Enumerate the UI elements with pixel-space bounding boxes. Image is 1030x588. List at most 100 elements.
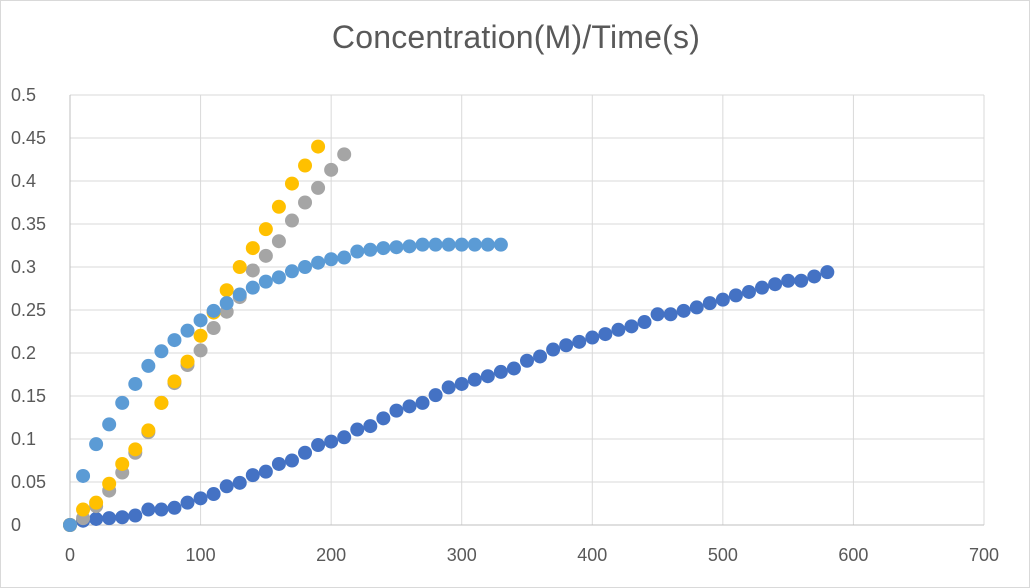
data-point (768, 277, 783, 292)
data-point (454, 237, 469, 252)
y-tick-label: 0.3 (11, 257, 36, 277)
data-point (298, 445, 313, 460)
y-tick-label: 0.15 (11, 386, 46, 406)
data-point (441, 380, 456, 395)
data-point (311, 180, 326, 195)
data-point (219, 479, 234, 494)
data-point (180, 354, 195, 369)
data-point (376, 241, 391, 256)
x-tick-label: 500 (708, 545, 738, 565)
data-point (480, 369, 495, 384)
y-tick-label: 0.45 (11, 128, 46, 148)
data-point (141, 502, 156, 517)
data-point (89, 495, 104, 510)
data-point (350, 244, 365, 259)
data-point (794, 273, 809, 288)
data-point (193, 328, 208, 343)
data-point (128, 376, 143, 391)
y-tick-label: 0.5 (11, 85, 36, 105)
data-point (102, 511, 117, 526)
data-point (141, 358, 156, 373)
x-tick-label: 200 (316, 545, 346, 565)
data-point (702, 296, 717, 311)
data-point (807, 269, 822, 284)
data-point (219, 296, 234, 311)
data-point (298, 260, 313, 274)
x-tick-label: 600 (838, 545, 868, 565)
data-point (676, 303, 691, 318)
data-point (63, 518, 77, 532)
data-point (441, 237, 456, 252)
data-point (428, 388, 443, 403)
data-point (154, 502, 169, 517)
data-point (271, 234, 286, 249)
y-tick-label: 0.2 (11, 343, 36, 363)
data-point (520, 353, 534, 368)
data-point (415, 395, 430, 410)
data-point (206, 487, 221, 502)
data-point (311, 139, 326, 154)
data-point (311, 438, 326, 453)
data-point (715, 292, 730, 307)
data-point (271, 456, 286, 471)
data-point (167, 500, 182, 515)
data-point (193, 313, 208, 328)
data-point (506, 361, 521, 376)
data-point (337, 250, 352, 265)
data-point (689, 300, 704, 315)
data-point (572, 334, 587, 349)
data-point (245, 280, 260, 295)
data-point (102, 417, 117, 432)
data-point (258, 222, 273, 237)
data-point (258, 274, 273, 289)
data-point (89, 437, 104, 452)
data-point (298, 158, 313, 173)
data-point (245, 468, 260, 483)
data-point (180, 323, 195, 338)
data-point (728, 288, 743, 303)
data-point (663, 307, 678, 322)
data-point (467, 372, 482, 387)
series-1 (63, 265, 835, 532)
data-point (180, 495, 195, 510)
data-point (493, 237, 508, 252)
y-tick-label: 0.35 (11, 214, 46, 234)
data-point (298, 195, 313, 210)
data-point (258, 464, 273, 479)
data-point (611, 322, 626, 337)
data-point (76, 468, 91, 483)
data-point (402, 239, 417, 254)
data-point (350, 422, 365, 437)
y-tick-label: 0.1 (11, 429, 36, 449)
data-point (467, 237, 482, 252)
data-point (389, 403, 404, 418)
data-point (363, 242, 378, 257)
x-tick-label: 300 (447, 545, 477, 565)
data-point (115, 510, 130, 525)
data-point (271, 270, 286, 285)
x-tick-label: 700 (969, 545, 999, 565)
data-point (115, 395, 130, 410)
data-point (324, 162, 339, 177)
data-point (533, 349, 548, 364)
chart-title: Concentration(M)/Time(s) (331, 19, 701, 55)
series-3 (63, 147, 352, 532)
x-tick-label: 100 (186, 545, 216, 565)
data-point (167, 374, 182, 389)
data-point (284, 453, 299, 468)
data-point (284, 213, 299, 228)
data-point (650, 307, 665, 322)
data-point (598, 327, 613, 342)
data-point (781, 273, 796, 288)
data-point (258, 248, 273, 263)
data-point (363, 419, 378, 434)
data-point (389, 240, 404, 255)
x-tick-label: 0 (65, 545, 75, 565)
data-point (193, 491, 208, 506)
data-point (402, 399, 417, 414)
data-point (141, 423, 156, 438)
series-5 (63, 237, 508, 532)
data-point (324, 252, 339, 267)
